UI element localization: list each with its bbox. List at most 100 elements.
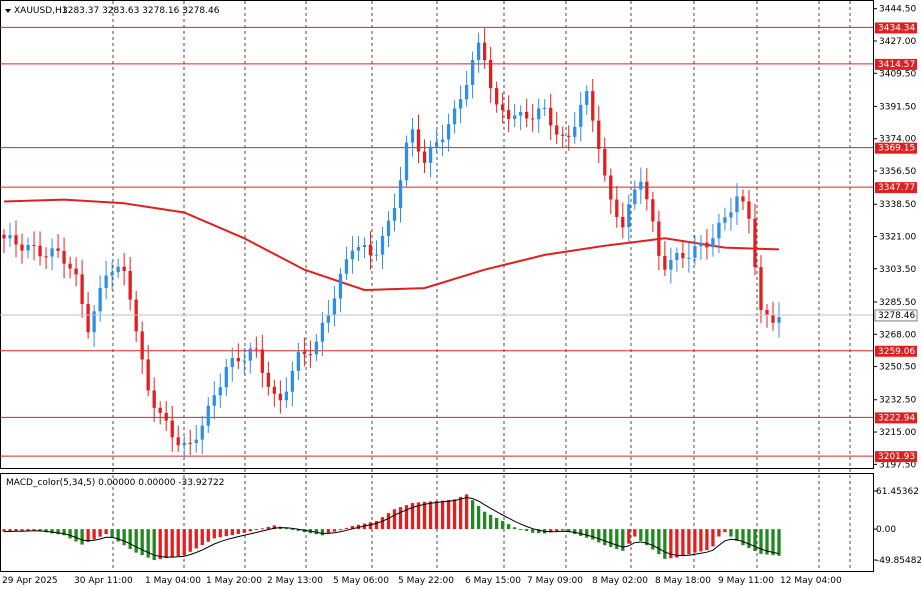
macd-bar xyxy=(98,529,102,537)
macd-bar xyxy=(609,529,613,548)
price-label: 3268.00 xyxy=(879,330,916,340)
price-label: 3285.50 xyxy=(879,298,916,308)
macd-bar xyxy=(380,517,385,530)
candle-body xyxy=(452,108,457,125)
price-label: 3427.00 xyxy=(879,37,916,47)
macd-bar xyxy=(410,503,415,530)
macd-bar xyxy=(771,529,775,556)
level-tag xyxy=(875,345,917,357)
macd-bar xyxy=(567,529,571,533)
candle-body xyxy=(741,196,745,202)
time-label: 1 May 04:00 xyxy=(145,576,201,586)
macd-bar xyxy=(416,502,421,530)
macd-bar xyxy=(440,500,445,530)
candle-body xyxy=(326,314,331,323)
macd-bar xyxy=(464,494,469,530)
candle-body xyxy=(200,425,204,440)
candle-body xyxy=(513,115,517,119)
level-tag-label: 3347.77 xyxy=(878,183,915,193)
macd-bar xyxy=(434,500,439,530)
macd-bar xyxy=(260,528,264,530)
candle-body xyxy=(446,124,451,140)
macd-bar xyxy=(170,529,174,558)
candle-body xyxy=(482,42,487,60)
candle-body xyxy=(392,208,397,221)
candle-body xyxy=(14,235,18,245)
macd-histogram xyxy=(2,494,781,561)
macd-bar xyxy=(392,509,397,530)
macd-bar xyxy=(446,499,451,530)
macd-bar xyxy=(242,529,246,533)
candle-body xyxy=(146,359,150,391)
macd-bar xyxy=(386,513,391,530)
macd-bar xyxy=(531,529,535,533)
time-label: 30 Apr 11:00 xyxy=(74,576,133,586)
level-tag-label: 3201.93 xyxy=(878,452,915,462)
time-label: 9 May 11:00 xyxy=(718,576,774,586)
macd-bar xyxy=(56,529,60,535)
candle-body xyxy=(254,348,258,350)
candle-body xyxy=(687,257,691,259)
candle-body xyxy=(104,275,108,288)
candle-body xyxy=(579,104,583,127)
candle-body xyxy=(669,260,673,270)
candle-body xyxy=(272,386,277,394)
macd-bar xyxy=(14,529,18,532)
candle-body xyxy=(356,247,361,251)
macd-bar xyxy=(404,505,409,530)
macd-bar xyxy=(693,529,697,553)
price-label: 3374.00 xyxy=(879,135,916,145)
macd-bar xyxy=(470,500,475,530)
candle-body xyxy=(735,196,739,213)
current-price-label: 3278.46 xyxy=(878,311,915,321)
candle-body xyxy=(705,242,709,248)
candle-body xyxy=(278,393,283,401)
horizontal-levels[interactable] xyxy=(0,26,873,457)
main-panel-frame xyxy=(0,0,874,469)
candle-body xyxy=(663,255,667,270)
candle-body xyxy=(380,235,385,255)
macd-bar xyxy=(32,529,36,531)
macd-bar xyxy=(741,529,745,546)
triangle-down-icon[interactable] xyxy=(5,9,11,13)
indicator-panel-frame xyxy=(0,473,874,572)
candle-body xyxy=(164,412,168,421)
macd-bar xyxy=(753,529,757,551)
macd-bar xyxy=(663,529,667,559)
candle-body xyxy=(158,407,162,413)
candle-body xyxy=(531,118,535,120)
candle-body xyxy=(218,387,222,396)
macd-bar xyxy=(182,529,186,556)
macd-bar xyxy=(44,529,48,533)
candle-body xyxy=(362,244,367,248)
macd-bar xyxy=(164,529,168,559)
candle-body xyxy=(494,88,499,105)
candle-body xyxy=(500,104,505,111)
macd-bar xyxy=(585,529,589,538)
macd-bar xyxy=(248,529,252,532)
level-tag xyxy=(875,412,917,424)
macd-bar xyxy=(80,529,84,545)
candle-body xyxy=(615,199,619,217)
macd-bar xyxy=(152,529,156,561)
candle-body xyxy=(38,245,42,257)
candle-body xyxy=(693,246,697,258)
macd-bar xyxy=(476,505,481,530)
macd-bar xyxy=(615,529,619,549)
macd-bar xyxy=(128,529,132,549)
macd-bar xyxy=(452,499,457,530)
candle-body xyxy=(573,126,577,137)
candle-body xyxy=(284,391,289,401)
candle-body xyxy=(98,287,102,312)
macd-scale-label: -49.85482 xyxy=(876,556,921,566)
candle-body xyxy=(56,248,60,251)
candle-body xyxy=(404,142,409,181)
level-tag-label: 3414.57 xyxy=(878,60,915,70)
macd-bar xyxy=(603,529,607,546)
candle-body xyxy=(476,42,481,61)
macd-bar xyxy=(200,529,204,546)
macd-bar xyxy=(669,529,673,559)
candle-body xyxy=(753,218,757,268)
candle-body xyxy=(338,273,343,299)
